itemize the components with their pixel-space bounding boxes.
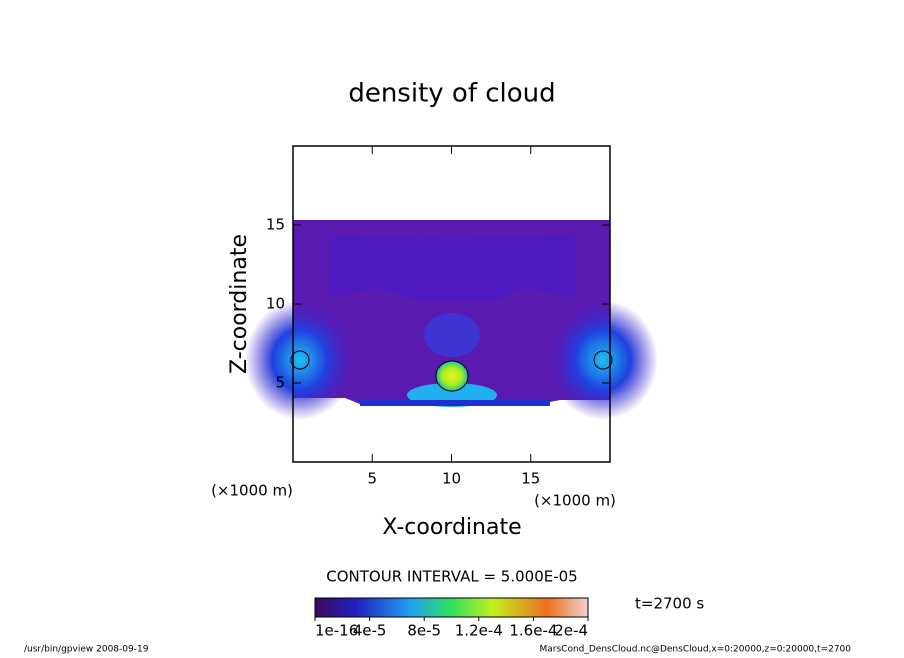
x-unit: (×1000 m) <box>534 492 616 510</box>
chart-title: density of cloud <box>348 79 555 109</box>
y-tick-label: 5 <box>275 374 285 392</box>
colorbar <box>314 597 589 618</box>
footer-right: MarsCond_DensCloud.nc@DensCloud,x=0:2000… <box>540 645 852 655</box>
contour-interval: CONTOUR INTERVAL = 5.000E-05 <box>326 568 577 586</box>
colorbar-tick-label: 2e-4 <box>554 622 588 640</box>
footer-left: /usr/bin/gpview 2008-09-19 <box>24 645 149 655</box>
contour-field <box>245 220 658 420</box>
y-unit: (×1000 m) <box>211 482 293 500</box>
colorbar-tick-label: 1.6e-4 <box>509 622 557 640</box>
time-label: t=2700 s <box>635 595 704 613</box>
colorbar-tick-label: 1e-16 <box>315 622 358 640</box>
colorbar-tick-label: 4e-5 <box>353 622 387 640</box>
y-axis-label: Z-coordinate <box>227 234 252 374</box>
x-tick-label: 10 <box>442 470 461 488</box>
x-axis-label: X-coordinate <box>382 515 521 540</box>
y-tick-label: 15 <box>266 216 285 234</box>
colorbar-tick-label: 1.2e-4 <box>455 622 503 640</box>
x-tick-label: 5 <box>367 470 377 488</box>
colorbar-tick-label: 8e-5 <box>407 622 441 640</box>
x-tick-label: 15 <box>521 470 540 488</box>
y-tick-label: 10 <box>266 295 285 313</box>
